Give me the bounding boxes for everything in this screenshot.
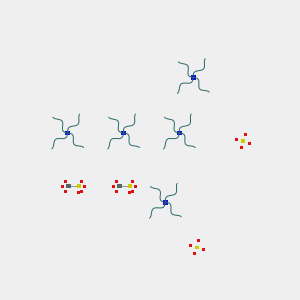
FancyBboxPatch shape: [121, 131, 126, 135]
Bar: [64, 179, 67, 182]
Bar: [115, 179, 118, 182]
Bar: [112, 184, 115, 188]
Bar: [118, 184, 122, 188]
FancyBboxPatch shape: [163, 200, 168, 205]
Bar: [240, 146, 243, 149]
Bar: [80, 190, 83, 193]
Bar: [64, 190, 67, 193]
Bar: [202, 248, 205, 251]
FancyBboxPatch shape: [65, 131, 70, 135]
Bar: [115, 190, 118, 193]
FancyBboxPatch shape: [177, 131, 182, 135]
Bar: [76, 184, 81, 188]
Bar: [244, 133, 247, 136]
Bar: [134, 184, 137, 188]
Bar: [248, 142, 251, 145]
Bar: [235, 138, 238, 141]
Bar: [61, 184, 64, 188]
Bar: [193, 252, 196, 255]
Bar: [195, 245, 199, 249]
Bar: [77, 191, 80, 194]
Bar: [131, 190, 134, 193]
Bar: [80, 179, 83, 182]
Bar: [66, 184, 70, 188]
Bar: [128, 191, 131, 194]
FancyBboxPatch shape: [191, 75, 196, 80]
Bar: [131, 179, 134, 182]
Bar: [189, 244, 192, 247]
Bar: [83, 184, 86, 188]
Bar: [242, 139, 245, 143]
Bar: [197, 239, 200, 242]
Bar: [128, 184, 132, 188]
